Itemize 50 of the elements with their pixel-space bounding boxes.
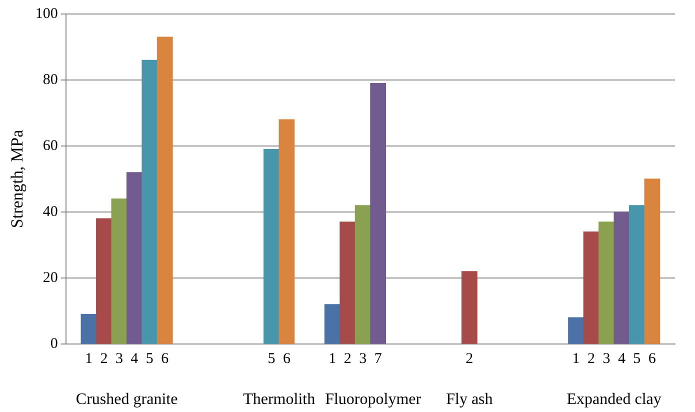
bar — [598, 222, 614, 344]
bar — [278, 119, 295, 344]
bar — [354, 205, 371, 344]
bar — [461, 271, 478, 344]
bar — [126, 172, 142, 344]
x-tick-label: 6 — [648, 350, 656, 367]
bar — [80, 314, 97, 344]
x-tick-label: 5 — [633, 350, 641, 367]
x-tick-label: 6 — [161, 350, 170, 367]
y-axis-title: Strength, MPa — [8, 129, 27, 228]
text: Fly ash — [446, 391, 493, 408]
x-tick-label: 4 — [130, 350, 139, 367]
bar — [614, 212, 630, 344]
x-tick-label: 5 — [268, 350, 276, 367]
bar — [324, 304, 340, 344]
y-tick-label: 60 — [42, 138, 58, 154]
bar — [340, 222, 356, 344]
x-tick-label: 6 — [282, 350, 291, 367]
y-tick-label: 20 — [42, 270, 58, 286]
x-tick-label: 1 — [84, 350, 92, 367]
x-tick-label: 5 — [146, 350, 154, 367]
bar — [142, 60, 158, 344]
text: Thermolith — [243, 391, 316, 408]
x-tick-label: 3 — [115, 350, 123, 367]
x-tick-label: 1 — [572, 350, 580, 367]
x-tick-label: 4 — [618, 350, 626, 367]
text: Crushed granite — [76, 391, 178, 408]
bar — [111, 198, 128, 344]
x-tick-label: 1 — [328, 350, 336, 367]
x-tick-label: 7 — [374, 350, 382, 367]
bar — [568, 317, 584, 344]
bar — [628, 205, 645, 344]
text: Expanded clay — [566, 391, 662, 408]
bar — [583, 231, 600, 344]
bar — [370, 82, 386, 344]
bar — [156, 36, 173, 344]
x-tick-label: 3 — [602, 350, 610, 367]
x-tick-label: 2 — [588, 350, 595, 367]
y-tick-label: 40 — [42, 204, 58, 220]
y-tick-label: 100 — [35, 6, 58, 22]
bar — [264, 148, 280, 344]
x-tick-label: 3 — [359, 350, 367, 367]
x-tick-label: 2 — [466, 350, 474, 367]
x-tick-label: 2 — [100, 350, 108, 367]
x-tick-label: 2 — [344, 350, 352, 367]
text: Fluoropolymer — [325, 391, 422, 408]
bar — [644, 178, 660, 344]
y-tick-label: 80 — [42, 72, 58, 88]
bar — [96, 218, 112, 344]
y-tick-label: 0 — [50, 336, 58, 352]
